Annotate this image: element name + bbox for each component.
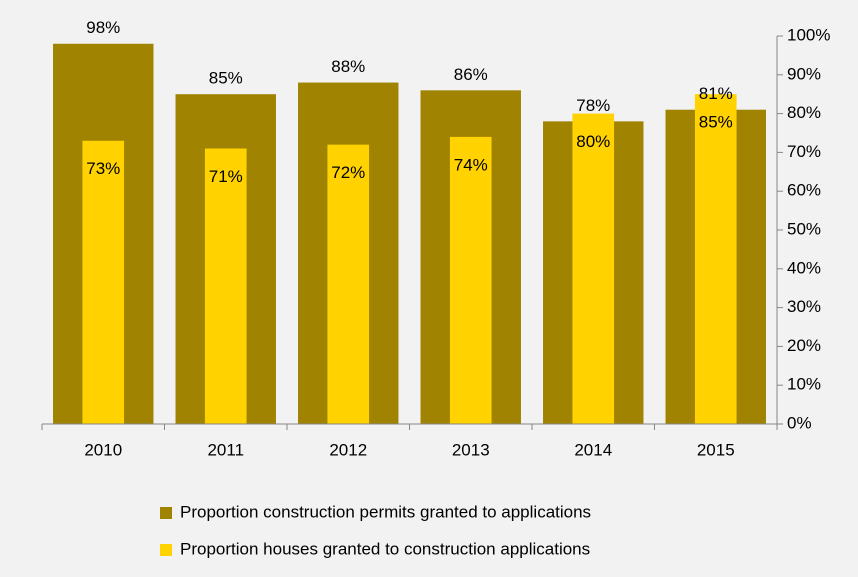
bar — [572, 113, 615, 424]
y-tick-label: 60% — [787, 181, 821, 200]
bar — [694, 94, 737, 424]
y-tick-label: 100% — [787, 25, 830, 44]
data-label: 85% — [699, 113, 733, 132]
x-tick-label: 2015 — [697, 440, 735, 459]
legend-label: Proportion construction permits granted … — [180, 502, 591, 521]
y-tick-label: 0% — [787, 413, 812, 432]
data-label: 80% — [576, 132, 610, 151]
bar — [82, 140, 125, 424]
data-label: 98% — [86, 18, 120, 37]
data-label: 86% — [454, 65, 488, 84]
data-label: 78% — [576, 96, 610, 115]
x-tick-label: 2012 — [329, 440, 367, 459]
y-tick-label: 10% — [787, 375, 821, 394]
data-label: 73% — [86, 159, 120, 178]
legend-label: Proportion houses granted to constructio… — [180, 539, 590, 558]
x-tick-label: 2011 — [207, 440, 244, 459]
bar — [327, 144, 370, 424]
x-tick-label: 2010 — [84, 440, 122, 459]
data-label: 72% — [331, 163, 365, 182]
y-tick-label: 80% — [787, 103, 821, 122]
data-label: 85% — [209, 69, 243, 88]
data-label: 88% — [331, 57, 365, 76]
data-label: 71% — [209, 167, 243, 186]
y-tick-label: 50% — [787, 219, 821, 238]
x-tick-label: 2014 — [574, 440, 612, 459]
y-tick-label: 40% — [787, 258, 821, 277]
y-tick-label: 20% — [787, 336, 821, 355]
data-label: 74% — [454, 155, 488, 174]
y-tick-label: 90% — [787, 64, 821, 83]
y-tick-label: 30% — [787, 297, 821, 316]
x-tick-label: 2013 — [452, 440, 490, 459]
bar — [449, 136, 492, 424]
data-label: 81% — [699, 84, 733, 103]
legend-swatch — [160, 507, 172, 519]
bar — [204, 148, 247, 424]
legend-swatch — [160, 544, 172, 556]
y-tick-label: 70% — [787, 142, 821, 161]
